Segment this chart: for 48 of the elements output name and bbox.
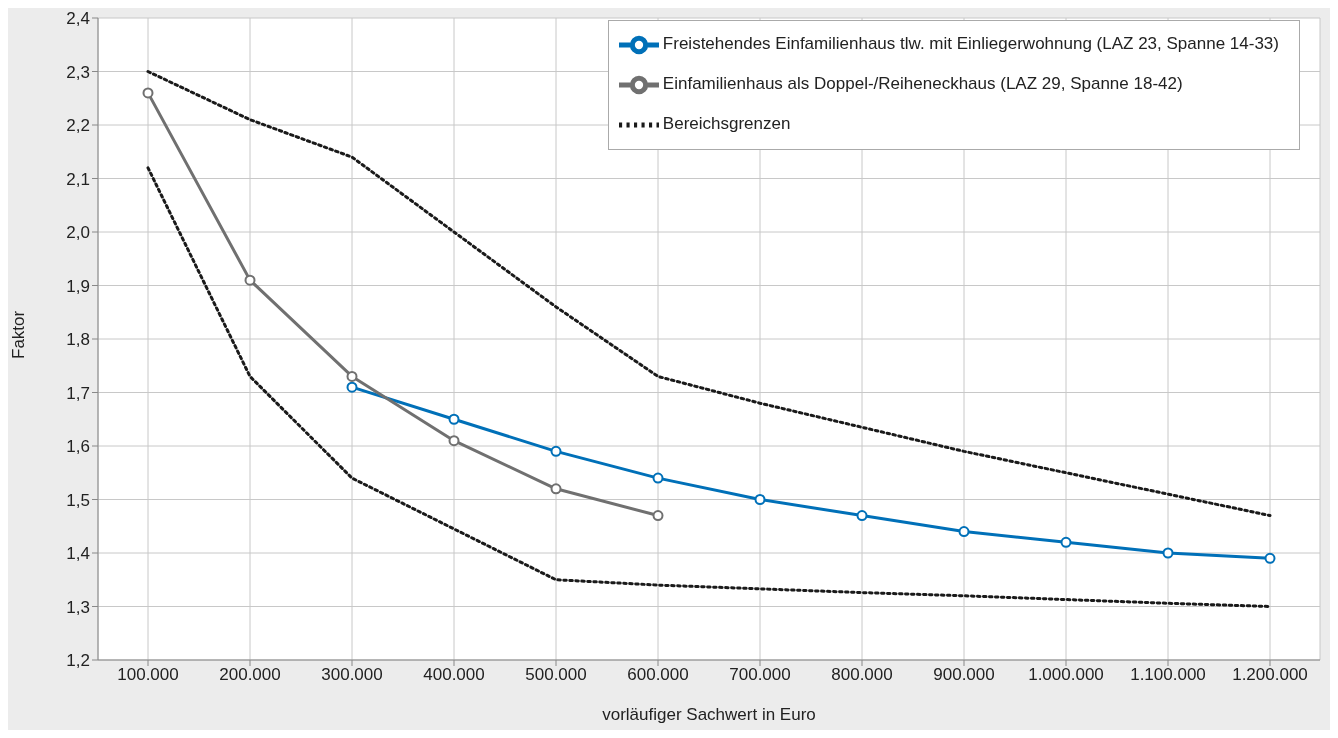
y-tick-label: 2,4 bbox=[66, 9, 90, 29]
y-axis-title: Faktor bbox=[9, 310, 29, 359]
y-tick-label: 2,2 bbox=[66, 116, 90, 136]
y-tick-label: 1,7 bbox=[66, 383, 90, 403]
point bbox=[346, 370, 358, 382]
point bbox=[652, 472, 664, 484]
x-tick-label: 600.000 bbox=[627, 665, 689, 685]
y-tick-label: 2,0 bbox=[66, 223, 90, 243]
x-tick-label: 700.000 bbox=[729, 665, 791, 685]
legend-label: Einfamilienhaus als Doppel-/Reiheneckhaus (LAZ 29, Spanne 18-42) bbox=[662, 74, 1183, 94]
y-tick-label: 1,5 bbox=[66, 490, 90, 510]
point bbox=[1060, 536, 1072, 548]
point bbox=[550, 483, 562, 495]
y-tick-label: 2,1 bbox=[66, 169, 90, 189]
x-tick-label: 400.000 bbox=[423, 665, 485, 685]
y-tick-label: 1,9 bbox=[66, 276, 90, 296]
legend-label: Bereichsgrenzen bbox=[662, 114, 791, 134]
point bbox=[1162, 547, 1174, 559]
point bbox=[244, 274, 256, 286]
point bbox=[142, 87, 154, 99]
point bbox=[448, 413, 460, 425]
x-tick-label: 800.000 bbox=[831, 665, 893, 685]
y-tick-label: 1,8 bbox=[66, 330, 90, 350]
point bbox=[550, 445, 562, 457]
point bbox=[1264, 552, 1276, 564]
x-tick-label: 500.000 bbox=[525, 665, 587, 685]
y-tick-label: 1,3 bbox=[66, 597, 90, 617]
y-tick-label: 1,4 bbox=[66, 544, 90, 564]
y-tick-label: 2,3 bbox=[66, 62, 90, 82]
point bbox=[958, 526, 970, 538]
point bbox=[754, 494, 766, 505]
x-tick-label: 100.000 bbox=[117, 665, 179, 685]
point bbox=[652, 510, 664, 522]
x-tick-label: 900.000 bbox=[933, 665, 995, 685]
point bbox=[448, 435, 460, 447]
line-series bbox=[146, 70, 1272, 518]
legend-label: Freistehendes Einfamilienhaus tlw. mit Einliegerwohnung (LAZ 23, Spanne 14-33) bbox=[662, 34, 1279, 54]
x-tick-label: 1.200.000 bbox=[1232, 665, 1308, 685]
line-series bbox=[146, 166, 1272, 608]
x-tick-label: 1.100.000 bbox=[1130, 665, 1206, 685]
x-tick-label: 200.000 bbox=[219, 665, 281, 685]
y-tick-label: 1,6 bbox=[66, 437, 90, 457]
y-tick-label: 1,2 bbox=[66, 651, 90, 671]
point bbox=[856, 510, 868, 522]
point bbox=[346, 381, 358, 393]
x-tick-label: 300.000 bbox=[321, 665, 383, 685]
x-tick-label: 1.000.000 bbox=[1028, 665, 1104, 685]
x-axis-title: vorläufiger Sachwert in Euro bbox=[602, 705, 816, 724]
